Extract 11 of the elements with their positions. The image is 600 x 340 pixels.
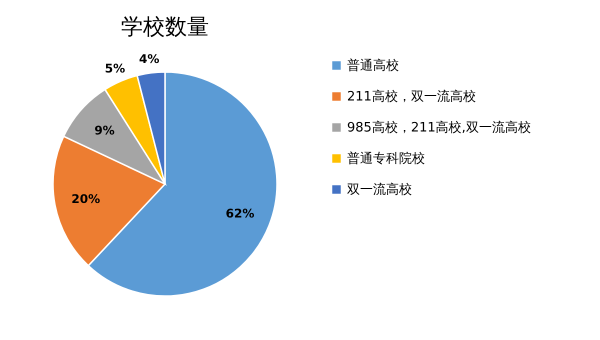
chart-title: 学校数量 (121, 14, 209, 40)
data-label: 5% (104, 61, 126, 76)
legend-label: 双一流高校 (347, 182, 412, 198)
data-label: 9% (94, 124, 115, 138)
legend-label: 普通专科院校 (347, 150, 425, 166)
data-label: 20% (71, 192, 100, 206)
legend-label: 985高校，211高校,双一流高校 (347, 120, 531, 136)
legend-label: 普通高校 (347, 58, 399, 74)
data-label: 4% (139, 52, 160, 66)
legend-label: 211高校，双一流高校 (347, 88, 476, 104)
data-label: 62% (226, 206, 254, 221)
